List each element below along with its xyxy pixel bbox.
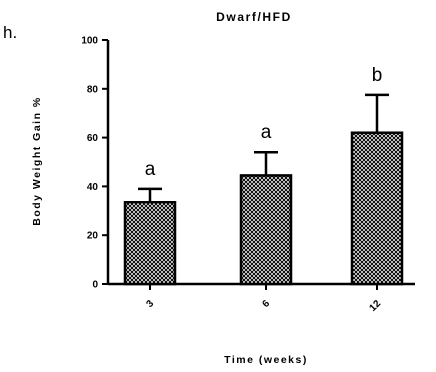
significance-label: a [261, 122, 272, 143]
bars: a a b [123, 65, 404, 286]
bar [123, 201, 177, 286]
y-tick-label: 80 [87, 84, 99, 95]
y-axis-label: Body Weight Gain % [31, 96, 43, 225]
y-tick-label: 60 [87, 133, 99, 144]
y-tick-label: 20 [87, 231, 99, 242]
y-tick-label: 100 [81, 36, 98, 47]
significance-label: a [145, 159, 156, 180]
chart-title: Dwarf/HFD [216, 10, 292, 24]
y-tick-label: 0 [92, 280, 98, 291]
x-tick-label: 6 [260, 298, 272, 310]
significance-label: b [372, 65, 383, 86]
y-tick-label: 40 [87, 182, 99, 193]
panel-label: h. [3, 23, 17, 42]
x-axis-label: Time (weeks) [224, 354, 308, 366]
bar [239, 174, 293, 286]
x-tick-label: 12 [367, 298, 383, 314]
bar [350, 131, 404, 286]
x-tick-label: 3 [144, 298, 156, 310]
